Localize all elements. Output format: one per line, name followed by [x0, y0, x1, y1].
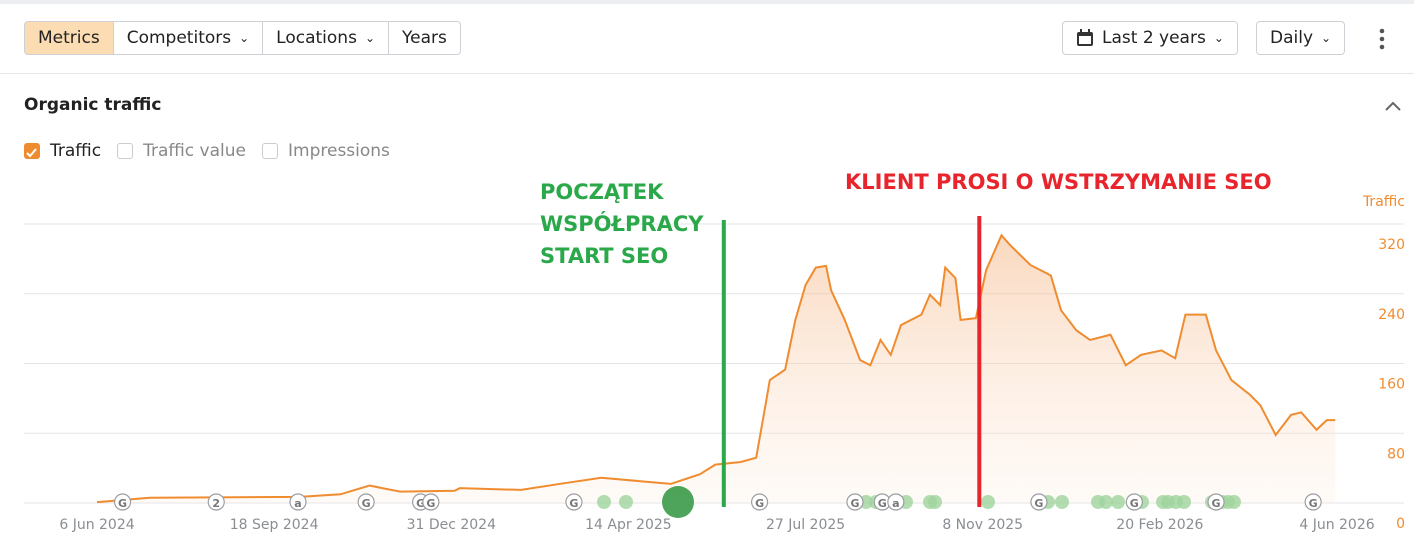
- tab-label: Competitors: [126, 28, 232, 48]
- event-icon: [357, 493, 375, 511]
- event-dot-large: [662, 486, 694, 518]
- event-dot: [981, 495, 995, 509]
- checkbox-box: [24, 143, 40, 159]
- event-dot: [597, 495, 611, 509]
- event-icon: [1125, 493, 1143, 511]
- x-tick-label: 6 Jun 2024: [59, 517, 134, 533]
- event-icon: [846, 493, 864, 511]
- event-icon-label: G: [1130, 497, 1139, 510]
- tab-group: Metrics Competitors ⌄ Locations ⌄ Years: [24, 21, 461, 55]
- annotation-text: WSPÓŁPRACY: [540, 211, 704, 236]
- y-tick-label: 0: [1396, 516, 1405, 532]
- range-bar: Last 2 years ⌄: [1062, 21, 1238, 55]
- event-icon-label: 2: [212, 497, 220, 510]
- event-icon-label: G: [850, 497, 859, 510]
- checkbox-label: Impressions: [288, 141, 390, 161]
- y-tick-label: 320: [1378, 237, 1405, 253]
- more-menu[interactable]: [1377, 27, 1387, 51]
- event-icon-label: G: [1309, 497, 1318, 510]
- chevron: ⌄: [239, 31, 250, 45]
- collapse-icon[interactable]: [1384, 100, 1402, 112]
- event-icon-label: G: [426, 497, 435, 510]
- checkbox-label: Traffic value: [143, 141, 246, 161]
- granularity-label: Daily: [1270, 28, 1314, 48]
- x-tick-label: 14 Apr 2025: [585, 517, 672, 533]
- annotation-text: POCZĄTEK: [540, 180, 664, 204]
- event-icon: [422, 493, 440, 511]
- checkbox-box: [262, 143, 278, 159]
- event-dot: [1111, 495, 1125, 509]
- event-icon: [565, 493, 583, 511]
- event-icon-label: G: [1034, 497, 1043, 510]
- y-tick-label: 80: [1387, 446, 1405, 462]
- granularity[interactable]: Daily ⌄: [1256, 21, 1346, 55]
- event-dot: [619, 495, 633, 509]
- tab[interactable]: Locations ⌄: [263, 21, 389, 55]
- chevron: ⌄: [364, 31, 375, 45]
- event-icon-label: G: [878, 497, 887, 510]
- event-icon: [113, 493, 132, 511]
- calendar-icon: [1077, 29, 1093, 46]
- event-icon-label: a: [294, 497, 301, 510]
- event-icon-label: G: [569, 497, 578, 510]
- x-tick-label: 31 Dec 2024: [407, 517, 497, 533]
- divider: [0, 73, 1414, 74]
- chevron: ⌄: [1321, 31, 1332, 45]
- checkbox-box: [117, 143, 134, 159]
- x-tick-label: 4 Jun 2026: [1299, 517, 1374, 533]
- tab-label: Locations: [276, 28, 357, 48]
- event-icon-label: G: [1212, 497, 1221, 510]
- x-tick-label: 8 Nov 2025: [942, 517, 1023, 533]
- event-icon-label: a: [892, 497, 899, 510]
- chevron: ⌄: [1213, 31, 1224, 45]
- section-title: Organic traffic: [24, 95, 162, 115]
- checkbox[interactable]: Traffic: [24, 141, 101, 161]
- y-axis-label: Traffic: [1362, 194, 1405, 210]
- annotation-text: START SEO: [540, 244, 668, 268]
- tab-label: Years: [402, 28, 447, 48]
- event-dot: [1055, 495, 1069, 509]
- top-strip: [0, 0, 1414, 4]
- event-icon-label: G: [416, 497, 425, 510]
- event-icon-label: G: [362, 497, 371, 510]
- event-icon: [289, 493, 307, 511]
- event-icon: [1207, 493, 1225, 511]
- event-icon: [1030, 493, 1048, 511]
- granularity-bar: Daily ⌄: [1256, 21, 1346, 55]
- event-icon: [1304, 493, 1322, 511]
- check-mark: [26, 148, 37, 158]
- event-icon-label: G: [755, 497, 764, 510]
- date-range[interactable]: Last 2 years ⌄: [1062, 21, 1238, 55]
- event-icon: [207, 493, 225, 511]
- tab[interactable]: Metrics: [24, 21, 114, 55]
- event-dot: [1177, 495, 1191, 509]
- annotation-text: KLIENT PROSI O WSTRZYMANIE SEO: [845, 170, 1272, 194]
- x-tick-label: 18 Sep 2024: [230, 517, 319, 533]
- traffic-line: [96, 233, 1336, 504]
- checkbox-label: Traffic: [50, 141, 102, 161]
- y-tick-label: 240: [1378, 307, 1405, 323]
- tab-label: Metrics: [38, 28, 100, 48]
- event-icon: [887, 493, 905, 511]
- event-dot: [1227, 495, 1241, 509]
- tab[interactable]: Years: [389, 21, 461, 55]
- event-dot: [928, 495, 942, 509]
- checkbox[interactable]: Traffic value: [117, 141, 246, 161]
- event-icon: [750, 493, 769, 511]
- x-tick-label: 20 Feb 2026: [1116, 517, 1203, 533]
- event-icon-label: G: [118, 497, 127, 510]
- checkbox[interactable]: Impressions: [262, 141, 390, 161]
- area: [97, 235, 1336, 503]
- checkbox-row: Traffic Traffic value Impressions: [24, 141, 390, 161]
- x-tick-label: 27 Jul 2025: [766, 517, 845, 533]
- tab[interactable]: Competitors ⌄: [113, 21, 264, 55]
- event-dot: [1099, 495, 1113, 509]
- date-range-label: Last 2 years: [1102, 28, 1206, 48]
- y-tick-label: 160: [1378, 377, 1405, 393]
